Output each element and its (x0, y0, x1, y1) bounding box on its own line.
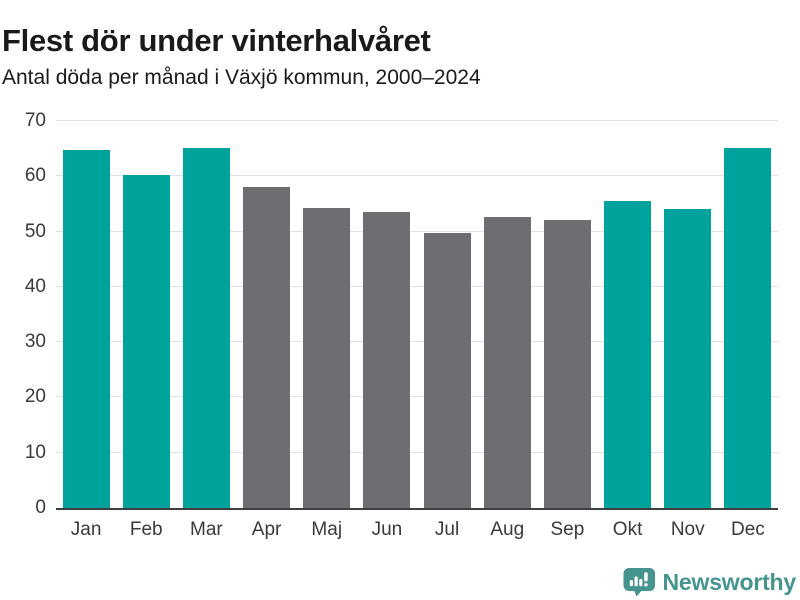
x-axis-label: Jun (371, 519, 403, 540)
gridline (56, 120, 778, 121)
y-tick-label: 20 (24, 386, 46, 408)
bar-sep (543, 219, 591, 508)
brand-footer: Newsworthy (623, 567, 796, 597)
x-axis-label: Jan (70, 519, 102, 540)
bar-jul (423, 233, 471, 508)
x-axis-label: Apr (251, 519, 282, 540)
bar-jun (363, 211, 411, 508)
gridline (56, 341, 778, 343)
plot-area (56, 120, 778, 510)
bar-aug (483, 216, 531, 508)
y-tick-label: 10 (24, 441, 46, 463)
bar-feb (122, 174, 170, 508)
chart-subtitle: Antal döda per månad i Växjö kommun, 200… (2, 66, 481, 89)
x-axis-label: Sep (550, 519, 585, 540)
bar-okt (604, 200, 652, 508)
bar-dec (724, 147, 772, 508)
x-axis-label: Aug (490, 519, 525, 540)
y-tick-label: 0 (35, 497, 46, 518)
gridline (56, 451, 778, 453)
y-tick-label: 50 (24, 220, 46, 242)
gridline (56, 285, 778, 287)
newsworthy-logo-icon (623, 568, 655, 597)
x-axis-label: Okt (612, 519, 643, 540)
bar-nov (664, 208, 712, 508)
x-axis-label: Feb (129, 519, 163, 540)
bar-apr (243, 186, 291, 508)
gridline (56, 230, 778, 232)
x-axis-label: Dec (731, 519, 765, 540)
y-tick-label: 60 (24, 165, 46, 187)
x-axis-label: Nov (670, 519, 705, 540)
y-tick-label: 40 (24, 275, 46, 297)
y-tick-label: 70 (24, 110, 46, 131)
chart-title: Flest dör under vinterhalvåret (2, 22, 431, 58)
y-tick-label: 30 (24, 331, 46, 353)
bar-jan (62, 149, 110, 508)
bar-maj (303, 207, 351, 508)
brand-name: Newsworthy (662, 568, 797, 595)
x-axis-label: Maj (311, 519, 343, 540)
x-axis-label: Jul (434, 519, 460, 540)
gridline (56, 396, 778, 398)
x-axis-label: Mar (190, 519, 223, 540)
gridline (56, 175, 778, 177)
bar-mar (182, 147, 230, 508)
